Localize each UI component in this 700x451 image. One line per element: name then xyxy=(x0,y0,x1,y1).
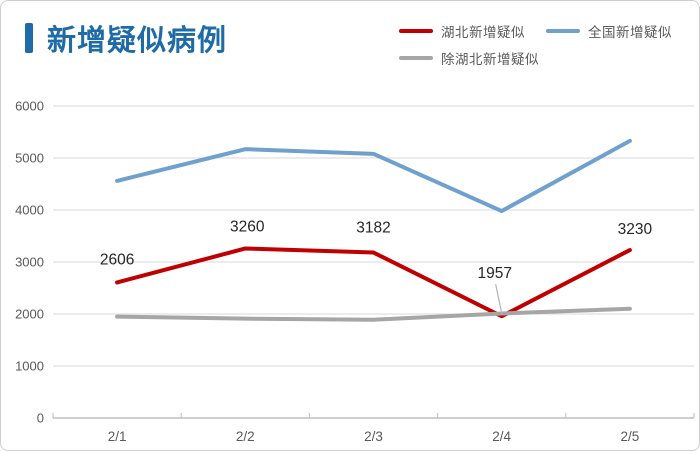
legend-line-icon-exhubei xyxy=(399,56,433,60)
legend-item-national: 全国新增疑似 xyxy=(546,22,672,40)
legend-label-national: 全国新增疑似 xyxy=(588,25,672,40)
chart-legend: 湖北新增疑似 全国新增疑似 除湖北新增疑似 xyxy=(399,22,691,67)
y-tick-label: 3000 xyxy=(15,255,44,270)
series-line-national xyxy=(115,138,632,214)
point-label: 3260 xyxy=(230,218,265,235)
title-accent-bar xyxy=(25,23,33,53)
y-tick-label: 1000 xyxy=(15,359,44,374)
point-label: 1957 xyxy=(477,265,511,282)
legend-line-icon-hubei xyxy=(399,29,433,33)
y-tick-label: 4000 xyxy=(15,203,44,218)
legend-label-hubei: 湖北新增疑似 xyxy=(441,25,525,40)
x-tick-label: 2/3 xyxy=(364,429,383,444)
chart-title: 新增疑似病例 xyxy=(25,17,227,59)
series-line-exhubei xyxy=(115,306,632,322)
legend-line-icon-national xyxy=(546,29,580,33)
chart-title-text: 新增疑似病例 xyxy=(47,25,228,57)
chart-header: 新增疑似病例 湖北新增疑似 全国新增疑似 除湖北新增疑似 xyxy=(1,1,699,87)
point-label: 2606 xyxy=(100,251,134,268)
point-label: 3230 xyxy=(618,221,653,238)
label-leader-line xyxy=(495,284,503,314)
y-tick-label: 5000 xyxy=(15,151,44,166)
legend-item-exhubei: 除湖北新增疑似 xyxy=(399,49,539,67)
point-label: 3182 xyxy=(356,220,390,237)
x-tick-label: 2/2 xyxy=(236,429,255,444)
x-tick-label: 2/1 xyxy=(108,429,127,444)
y-tick-label: 2000 xyxy=(15,307,44,322)
legend-label-exhubei: 除湖北新增疑似 xyxy=(441,52,539,67)
y-tick-label: 0 xyxy=(37,411,44,426)
x-tick-label: 2/5 xyxy=(621,429,640,444)
legend-item-hubei: 湖北新增疑似 xyxy=(399,22,546,40)
x-tick-label: 2/4 xyxy=(492,429,511,444)
series-line-hubei xyxy=(115,246,632,319)
y-tick-label: 6000 xyxy=(15,99,44,114)
